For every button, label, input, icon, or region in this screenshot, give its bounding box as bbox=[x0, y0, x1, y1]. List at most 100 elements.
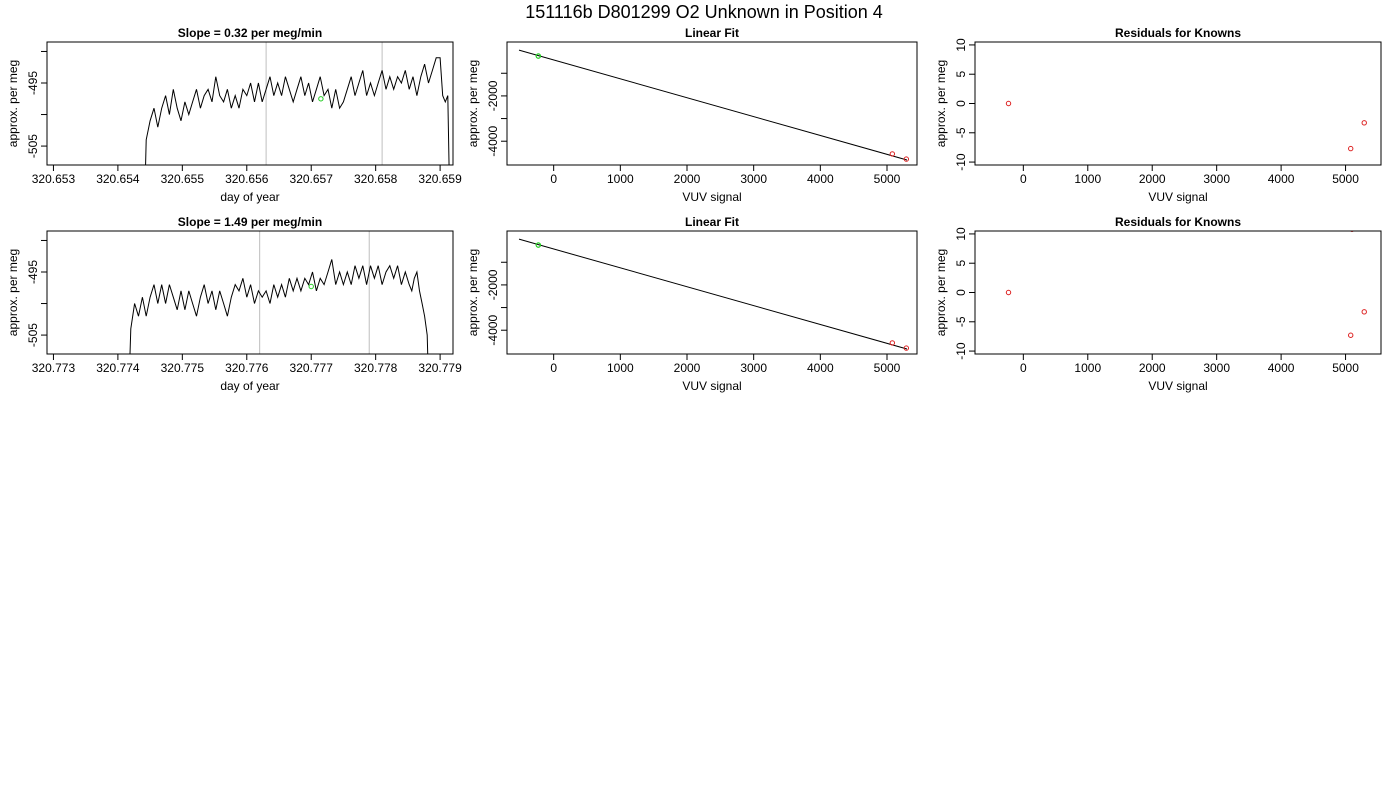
panel-resid2: Residuals for Knowns 0 1000 2000 3000 4000 500… bbox=[934, 215, 1382, 393]
x-tick-label: 4000 bbox=[807, 361, 834, 375]
x-axis-label: day of year bbox=[220, 190, 279, 204]
y-tick-label: -10 bbox=[954, 153, 968, 171]
x-tick-label: 320.659 bbox=[418, 172, 462, 186]
red-data-point bbox=[1348, 332, 1354, 338]
panel-fit1: Linear Fit 0 1000 2000 3000 4000 5000 -2000 -400… bbox=[466, 26, 918, 204]
x-tick-label: 320.775 bbox=[161, 361, 205, 375]
panels-group: Slope = 0.32 per meg/min 320.653 320.654 32… bbox=[6, 26, 1382, 393]
x-tick-label: 3000 bbox=[1203, 172, 1230, 186]
y-tick-label: -5 bbox=[954, 316, 968, 327]
x-tick-label: 3000 bbox=[740, 361, 767, 375]
y-tick-label: -10 bbox=[954, 342, 968, 360]
x-axis-label: VUV signal bbox=[682, 190, 741, 204]
fit-line bbox=[518, 49, 908, 161]
x-tick-label: 2000 bbox=[1139, 172, 1166, 186]
green-data-point bbox=[535, 242, 542, 248]
x-tick-label: 320.778 bbox=[354, 361, 398, 375]
page-title: 151116b D801299 O2 Unknown in Position 4 bbox=[525, 2, 883, 22]
y-tick-label: -495 bbox=[26, 71, 40, 95]
x-tick-label: 2000 bbox=[674, 172, 701, 186]
x-tick-label: 0 bbox=[550, 172, 557, 186]
panel-title: Linear Fit bbox=[685, 215, 739, 229]
x-tick-label: 3000 bbox=[740, 172, 767, 186]
x-tick-label: 1000 bbox=[1074, 172, 1101, 186]
x-axis-label: VUV signal bbox=[682, 379, 741, 393]
series-line bbox=[129, 259, 429, 354]
red-data-point bbox=[1005, 289, 1012, 296]
panel-resid1: Residuals for Knowns 0 1000 2000 3000 4000 500… bbox=[934, 26, 1382, 204]
x-tick-label: 5000 bbox=[1332, 361, 1359, 375]
x-tick-label: 2000 bbox=[674, 361, 701, 375]
red-data-point bbox=[889, 340, 896, 346]
x-tick-label: 4000 bbox=[1268, 172, 1295, 186]
x-tick-label: 4000 bbox=[1268, 361, 1295, 375]
y-axis-label: approx. per meg bbox=[6, 60, 20, 147]
x-tick-label: 0 bbox=[1020, 172, 1027, 186]
panel-title: Slope = 0.32 per meg/min bbox=[178, 26, 322, 40]
x-tick-label: 320.653 bbox=[32, 172, 76, 186]
panel-drift2: Slope = 1.49 per meg/min 320.773 320.774 32… bbox=[6, 215, 462, 393]
panel-title: Residuals for Knowns bbox=[1115, 26, 1241, 40]
y-tick-label: 5 bbox=[954, 260, 968, 267]
plot-frame bbox=[974, 230, 1382, 355]
x-tick-label: 5000 bbox=[874, 172, 901, 186]
red-data-point bbox=[903, 345, 910, 351]
x-tick-label: 1000 bbox=[1074, 361, 1101, 375]
plot-frame bbox=[506, 41, 918, 166]
plot-frame bbox=[506, 230, 918, 355]
y-axis-label: approx. per meg bbox=[934, 60, 948, 147]
x-tick-label: 320.655 bbox=[161, 172, 205, 186]
y-tick-label: 5 bbox=[954, 71, 968, 78]
green-data-point bbox=[535, 53, 542, 59]
red-data-point bbox=[1361, 309, 1367, 315]
y-tick-label: -2000 bbox=[486, 269, 500, 300]
y-tick-label: -5 bbox=[954, 127, 968, 138]
panel-title: Linear Fit bbox=[685, 26, 739, 40]
y-tick-label: -495 bbox=[26, 260, 40, 284]
red-data-point bbox=[1348, 145, 1354, 152]
x-axis-label: day of year bbox=[220, 379, 279, 393]
x-tick-label: 1000 bbox=[607, 172, 634, 186]
red-data-point bbox=[1005, 100, 1012, 107]
plot-frame bbox=[46, 230, 454, 355]
y-tick-label: -505 bbox=[26, 134, 40, 158]
x-tick-label: 3000 bbox=[1203, 361, 1230, 375]
red-data-point bbox=[903, 156, 910, 162]
x-tick-label: 320.779 bbox=[418, 361, 462, 375]
x-tick-label: 1000 bbox=[607, 361, 634, 375]
y-axis-label: approx. per meg bbox=[6, 249, 20, 336]
y-tick-label: 0 bbox=[954, 289, 968, 296]
x-tick-label: 320.658 bbox=[354, 172, 398, 186]
plot-frame bbox=[974, 41, 1382, 166]
series-line bbox=[145, 57, 450, 165]
y-tick-label: 0 bbox=[954, 100, 968, 107]
y-axis-label: approx. per meg bbox=[466, 249, 480, 336]
x-tick-label: 0 bbox=[1020, 361, 1027, 375]
x-tick-label: 320.654 bbox=[96, 172, 140, 186]
x-tick-label: 5000 bbox=[874, 361, 901, 375]
x-tick-label: 2000 bbox=[1139, 361, 1166, 375]
x-axis-label: VUV signal bbox=[1148, 379, 1207, 393]
y-axis-label: approx. per meg bbox=[466, 60, 480, 147]
panel-fit2: Linear Fit 0 1000 2000 3000 4000 5000 -2000 -400… bbox=[466, 215, 918, 393]
x-tick-label: 320.776 bbox=[225, 361, 269, 375]
fit-line bbox=[518, 238, 908, 350]
x-axis-label: VUV signal bbox=[1148, 190, 1207, 204]
plot-frame bbox=[46, 41, 454, 166]
x-tick-label: 320.773 bbox=[32, 361, 76, 375]
y-tick-label: -4000 bbox=[486, 126, 500, 157]
x-tick-label: 320.774 bbox=[96, 361, 140, 375]
green-data-point bbox=[318, 96, 324, 102]
red-data-point bbox=[889, 151, 896, 157]
x-tick-label: 5000 bbox=[1332, 172, 1359, 186]
y-tick-label: -4000 bbox=[486, 315, 500, 346]
panel-drift1: Slope = 0.32 per meg/min 320.653 320.654 32… bbox=[6, 26, 462, 204]
x-tick-label: 320.657 bbox=[290, 172, 334, 186]
x-tick-label: 320.656 bbox=[225, 172, 269, 186]
x-tick-label: 4000 bbox=[807, 172, 834, 186]
x-tick-label: 0 bbox=[550, 361, 557, 375]
x-tick-label: 320.777 bbox=[290, 361, 334, 375]
y-tick-label: -505 bbox=[26, 323, 40, 347]
y-tick-label: 10 bbox=[954, 38, 968, 52]
